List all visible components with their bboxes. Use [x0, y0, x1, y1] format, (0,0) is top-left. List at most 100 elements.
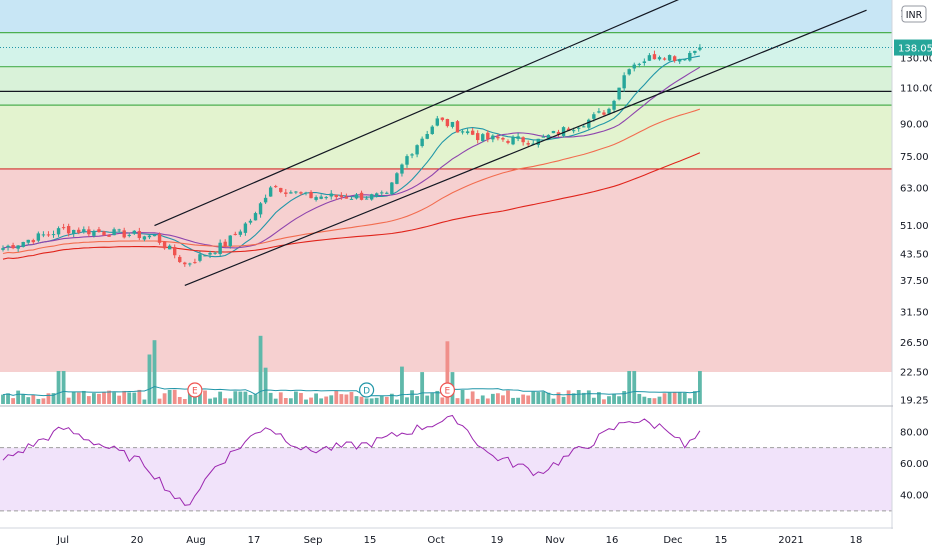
- candle-body: [455, 121, 460, 133]
- volume-bar: [86, 396, 91, 404]
- candle-body: [344, 196, 349, 199]
- volume-bar: [410, 390, 414, 404]
- candle-body: [465, 131, 470, 134]
- volume-bar: [526, 395, 531, 404]
- candle-body: [46, 234, 51, 236]
- candle-body: [162, 241, 167, 249]
- event-marker-2[interactable]: E: [439, 382, 455, 398]
- candle-body: [425, 134, 429, 139]
- volume-bar: [566, 390, 571, 404]
- volume-bar: [607, 396, 611, 404]
- candle-body: [51, 234, 56, 236]
- price-tick-label: 26.50: [900, 338, 929, 349]
- candle-body: [31, 240, 35, 243]
- candle-body: [470, 130, 475, 135]
- candle-body: [213, 252, 217, 254]
- channel-lower-line[interactable]: [184, 9, 867, 287]
- event-marker-1[interactable]: D: [359, 382, 375, 398]
- volume-bar: [36, 398, 41, 404]
- trend-channel[interactable]: [154, 0, 867, 287]
- volume-ma-line: [2, 385, 700, 397]
- candle-body: [87, 229, 91, 235]
- volume-bar: [531, 391, 536, 404]
- volume-bar: [400, 366, 404, 404]
- candle-body: [390, 182, 394, 195]
- volume-bar: [127, 392, 132, 404]
- volume-bar: [420, 372, 425, 404]
- candle-body: [657, 57, 662, 60]
- candle-body: [127, 234, 131, 236]
- volume-bar: [470, 391, 475, 404]
- price-tick-label: 22.50: [900, 368, 929, 379]
- volume-bar: [374, 397, 379, 404]
- volume-bar: [571, 393, 576, 404]
- horizontal-levels: [0, 32, 892, 170]
- candle-body: [208, 252, 212, 255]
- candle-body: [546, 134, 551, 139]
- event-marker-0[interactable]: E: [187, 382, 203, 398]
- candle-body: [445, 118, 450, 127]
- volume-bar: [294, 391, 298, 404]
- volume-bar: [268, 392, 273, 404]
- candle-body: [395, 173, 399, 184]
- candle-body: [420, 138, 424, 147]
- candle-body: [218, 242, 222, 255]
- volume-bar: [238, 391, 243, 404]
- candle-body: [248, 220, 253, 223]
- volume-bar: [430, 393, 435, 404]
- event-label: E: [445, 387, 451, 397]
- candle-body: [622, 75, 626, 89]
- candle-body: [92, 231, 96, 236]
- volume-bar: [496, 393, 500, 404]
- candle-body: [137, 231, 142, 239]
- volume-bar: [152, 340, 157, 404]
- rsi-tick-label: 80.00: [900, 427, 929, 438]
- last-price-badge-box: [894, 39, 932, 56]
- price-zones: [0, 0, 892, 372]
- price-tick-label: 75.00: [900, 152, 929, 163]
- rsi-series-line: [2, 414, 701, 506]
- candle-body: [279, 187, 283, 192]
- candle-body: [233, 233, 237, 235]
- candle-body: [652, 54, 657, 60]
- volume-bar: [435, 390, 440, 404]
- candle-body: [349, 198, 354, 200]
- rsi-axis[interactable]: 40.00 60.00 80.00: [900, 427, 929, 501]
- channel-upper-line[interactable]: [154, 0, 700, 227]
- candle-body: [203, 255, 207, 257]
- candle-body: [627, 69, 631, 75]
- candle-body: [21, 242, 25, 247]
- volume-bar: [228, 398, 233, 404]
- price-tick-label: 63.00: [900, 183, 929, 194]
- candle-body: [582, 126, 586, 128]
- volume-bar: [324, 396, 329, 404]
- volume-bar: [117, 395, 122, 404]
- volume-bar: [81, 390, 86, 404]
- candle-body: [36, 233, 41, 241]
- candle-body: [632, 64, 636, 69]
- candle-body: [450, 121, 455, 127]
- volume-bar: [647, 398, 652, 404]
- candle-body: [430, 126, 434, 135]
- time-axis[interactable]: Jul 20 Aug 17 Sep 15 Oct 19 Nov 16 Dec 15 2021 18: [56, 535, 862, 546]
- volume-bar: [233, 391, 238, 404]
- volume-bar: [278, 392, 283, 404]
- volume-bar: [11, 398, 15, 404]
- candle-body: [506, 141, 510, 143]
- volume-bar: [480, 395, 485, 404]
- candle-body: [511, 137, 515, 145]
- candle-body: [672, 56, 677, 61]
- candle-body: [592, 114, 596, 119]
- time-tick-label: 20: [131, 535, 144, 546]
- time-tick-label: Aug: [186, 535, 206, 546]
- candle-body: [284, 192, 288, 194]
- candle-body: [112, 229, 116, 236]
- currency-badge-box: [901, 5, 927, 23]
- volume-bar: [334, 390, 339, 404]
- candle-body: [375, 193, 379, 196]
- candle-body: [122, 230, 126, 238]
- volume-bar: [460, 389, 465, 404]
- volume-bar: [61, 371, 66, 404]
